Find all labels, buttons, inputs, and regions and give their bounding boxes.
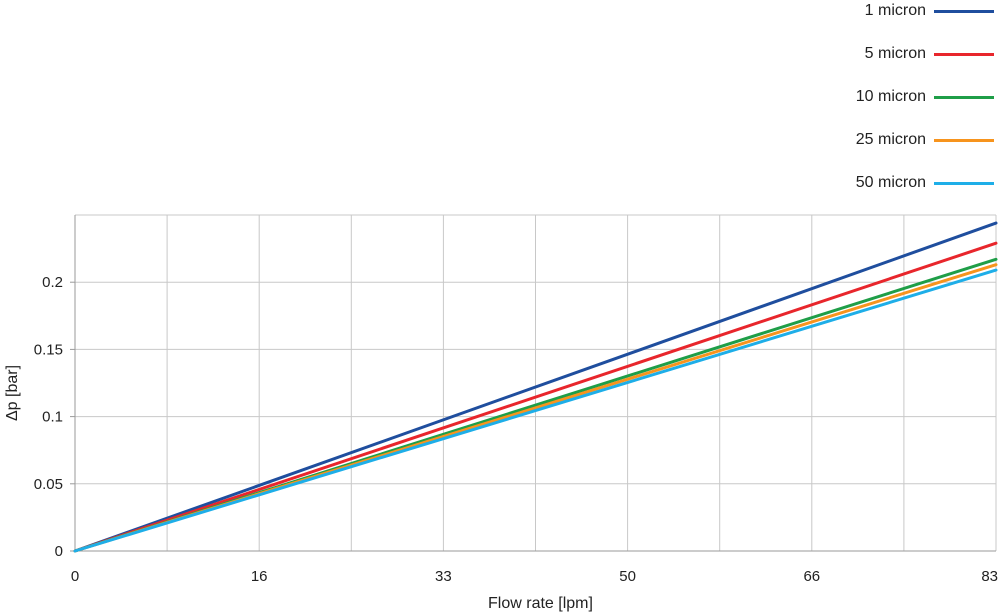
x-tick-label: 50 [619, 568, 636, 585]
legend-item-5-micron: 5 micron [865, 44, 994, 64]
legend-label: 25 micron [855, 131, 926, 148]
y-axis-title: Δp [bar] [4, 365, 21, 421]
chart-labels: 0 16 33 50 66 83 0 0.05 0.1 0.15 0.2 Flow rate [lpm… [4, 274, 998, 612]
legend-swatch [934, 9, 994, 13]
legend-swatch [934, 181, 994, 185]
series-line-5-micron [73, 241, 998, 553]
y-tick-label: 0.1 [42, 409, 63, 426]
legend-label: 10 micron [855, 88, 926, 105]
chart-series [73, 221, 998, 553]
legend-swatch [934, 52, 994, 56]
legend-item-10-micron: 10 micron [856, 87, 994, 107]
chart-axes [70, 215, 996, 552]
series-line-50-micron [73, 268, 998, 553]
legend-swatch [934, 138, 994, 142]
series-line-1-micron [73, 221, 998, 553]
legend-label: 5 micron [864, 45, 926, 62]
legend-item-25-micron: 25 micron [856, 130, 994, 150]
legend-swatch [934, 95, 994, 99]
x-tick-label: 33 [435, 568, 452, 585]
legend-item-50-micron: 50 micron [856, 173, 994, 193]
y-tick-label: 0 [55, 543, 63, 560]
x-tick-label: 66 [803, 568, 820, 585]
x-tick-label: 83 [981, 568, 998, 585]
x-axis-title: Flow rate [lpm] [488, 595, 593, 612]
y-tick-label: 0.15 [34, 341, 63, 358]
y-tick-label: 0.05 [34, 476, 63, 493]
y-tick-label: 0.2 [42, 274, 63, 291]
legend-label: 50 micron [855, 174, 926, 191]
x-tick-label: 16 [251, 568, 268, 585]
legend-label: 1 micron [864, 2, 926, 19]
legend-item-1-micron: 1 micron [865, 1, 994, 21]
x-tick-label: 0 [71, 568, 79, 585]
